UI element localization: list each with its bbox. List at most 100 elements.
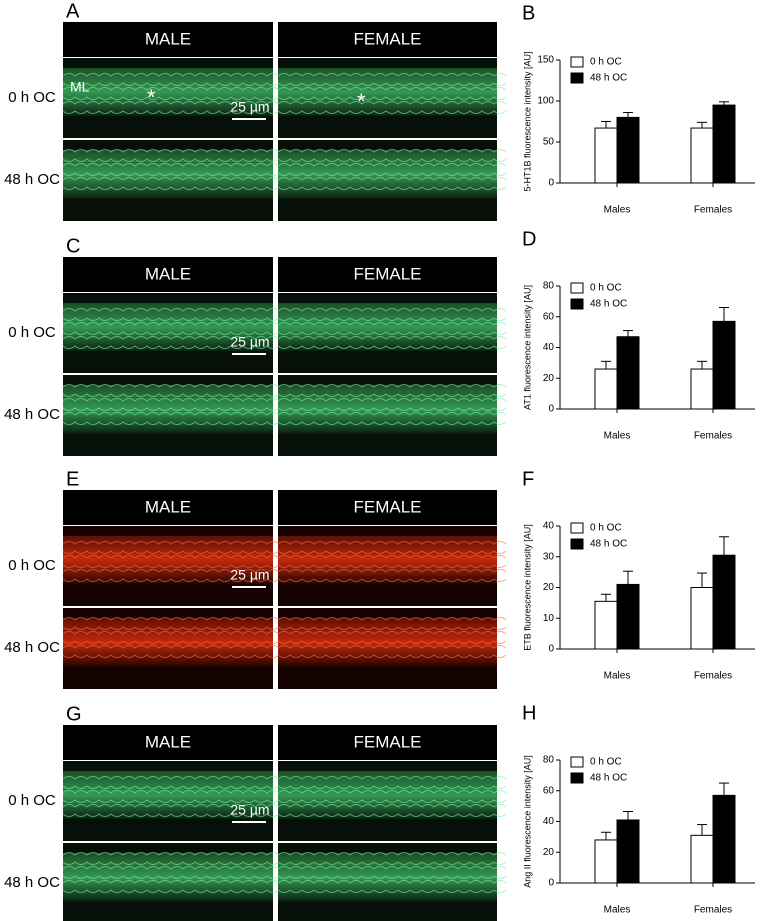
y-tick-label: 40	[543, 816, 555, 827]
row-label: 48 h OC	[4, 171, 60, 188]
column-header: MALE	[145, 732, 191, 751]
legend-label: 48 h OC	[590, 773, 627, 784]
scale-bar-label: 25 µm	[230, 334, 269, 350]
legend-label: 0 h OC	[590, 283, 622, 294]
tissue-fibers	[277, 617, 507, 658]
legend-label: 48 h OC	[590, 299, 627, 310]
row-label: 0 h OC	[8, 324, 56, 341]
annotation: *	[357, 89, 366, 114]
column-header-bg	[278, 725, 497, 760]
legend-label: 0 h OC	[590, 523, 622, 534]
tissue	[63, 536, 273, 584]
annotation: ML	[70, 79, 90, 95]
row-label: 0 h OC	[8, 557, 56, 574]
column-header-bg	[278, 257, 497, 292]
y-axis-label: AT1 fluorescence intensity [AU]	[522, 285, 532, 410]
y-tick-label: 40	[543, 521, 555, 532]
tissue-fibers	[277, 384, 507, 425]
y-tick-label: 80	[543, 281, 555, 292]
tissue-fibers	[62, 852, 280, 893]
y-tick-label: 80	[543, 755, 555, 766]
legend-label: 0 h OC	[590, 757, 622, 768]
x-tick-label: Females	[694, 205, 732, 216]
y-tick-label: 0	[548, 644, 554, 655]
y-tick-label: 150	[537, 55, 554, 66]
tissue-fibers	[62, 73, 280, 114]
tissue-fibers	[277, 852, 507, 893]
bar	[712, 104, 736, 184]
panel-letter: F	[522, 468, 534, 490]
y-tick-label: 50	[543, 137, 555, 148]
legend-swatch	[570, 282, 584, 294]
y-tick-label: 60	[543, 311, 555, 322]
tissue	[63, 303, 273, 351]
legend-swatch	[570, 756, 584, 768]
y-tick-label: 60	[543, 785, 555, 796]
tissue	[63, 771, 273, 819]
y-tick-label: 100	[537, 96, 554, 107]
panel-letter: D	[522, 228, 536, 250]
bar	[594, 127, 618, 184]
scale-bar-label: 25 µm	[230, 802, 269, 818]
bar	[616, 819, 640, 884]
column-header-bg	[63, 725, 273, 760]
x-tick-label: Males	[604, 671, 631, 682]
panel-letter: B	[522, 2, 535, 24]
y-axis-label: ETB fluorescence intensity [AU]	[522, 524, 532, 651]
row-label: 0 h OC	[8, 89, 56, 106]
column-header-bg	[63, 257, 273, 292]
y-tick-label: 0	[548, 878, 554, 889]
column-header: MALE	[145, 264, 191, 283]
tissue-fibers	[62, 541, 280, 582]
tissue-fibers	[277, 308, 507, 349]
bar	[616, 116, 640, 184]
bar	[594, 600, 618, 650]
bar	[616, 336, 640, 410]
bar	[712, 794, 736, 884]
y-axis-label: 5-HT1B fluorescence intensity [AU]	[522, 51, 532, 191]
column-header: FEMALE	[353, 732, 421, 751]
bar	[594, 839, 618, 884]
x-tick-label: Males	[604, 431, 631, 442]
legend-swatch	[570, 772, 584, 784]
column-header: FEMALE	[353, 497, 421, 516]
panel-letter: G	[66, 703, 82, 725]
bar	[690, 834, 714, 884]
tissue-fibers	[62, 308, 280, 349]
column-header-bg	[278, 490, 497, 525]
tissue-fibers	[62, 149, 280, 190]
column-header-bg	[63, 490, 273, 525]
column-header-bg	[63, 22, 273, 57]
bar	[616, 583, 640, 650]
bar	[690, 127, 714, 184]
panel-letter: A	[66, 0, 80, 22]
bar	[690, 368, 714, 410]
panel-letter: H	[522, 702, 536, 724]
y-tick-label: 30	[543, 551, 555, 562]
tissue-fibers	[277, 541, 507, 582]
row-label: 0 h OC	[8, 792, 56, 809]
y-tick-label: 0	[548, 178, 554, 189]
bar	[594, 368, 618, 410]
scale-bar-label: 25 µm	[230, 99, 269, 115]
x-tick-label: Males	[604, 905, 631, 916]
legend-swatch	[570, 72, 584, 84]
row-label: 48 h OC	[4, 639, 60, 656]
y-tick-label: 10	[543, 613, 555, 624]
panel-letter: E	[66, 468, 79, 490]
tissue	[63, 68, 273, 116]
y-tick-label: 0	[548, 404, 554, 415]
panel-letter: C	[66, 235, 80, 257]
y-tick-label: 40	[543, 342, 555, 353]
legend-label: 0 h OC	[590, 57, 622, 68]
tissue-fibers	[277, 776, 507, 817]
legend-swatch	[570, 538, 584, 550]
tissue-fibers	[62, 776, 280, 817]
row-label: 48 h OC	[4, 874, 60, 891]
tissue-fibers	[62, 617, 280, 658]
bar	[690, 587, 714, 650]
legend-swatch	[570, 298, 584, 310]
y-tick-label: 20	[543, 373, 555, 384]
column-header: MALE	[145, 497, 191, 516]
